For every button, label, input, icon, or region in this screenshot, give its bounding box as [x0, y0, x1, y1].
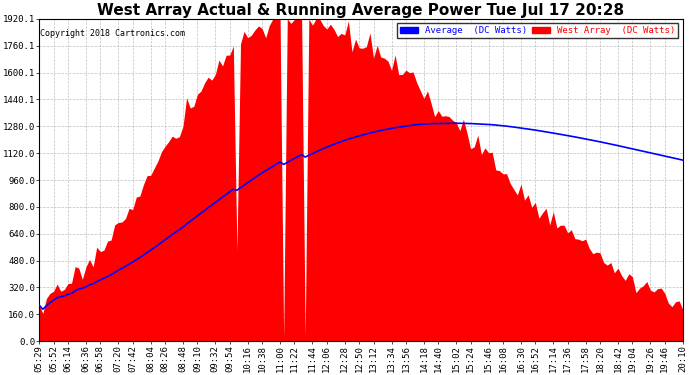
Title: West Array Actual & Running Average Power Tue Jul 17 20:28: West Array Actual & Running Average Powe… [97, 3, 624, 18]
Legend: Average  (DC Watts), West Array  (DC Watts): Average (DC Watts), West Array (DC Watts… [397, 24, 678, 38]
Text: Copyright 2018 Cartronics.com: Copyright 2018 Cartronics.com [41, 28, 186, 38]
